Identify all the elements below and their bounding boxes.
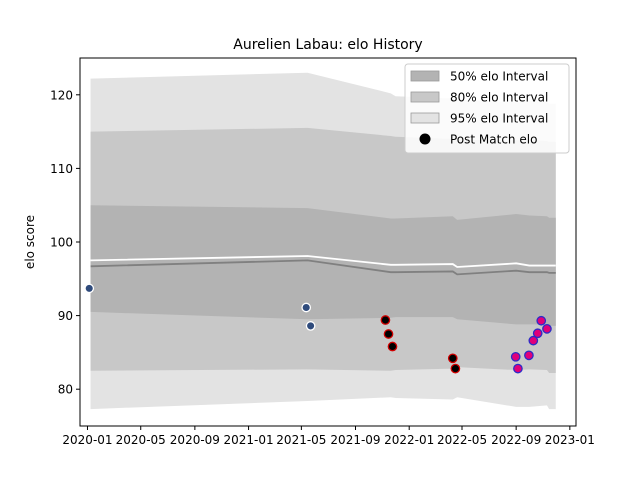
- y-axis-label: elo score: [23, 215, 37, 269]
- y-tick-label-1: 90: [58, 309, 73, 323]
- x-tick-label-1: 2020-05: [116, 433, 166, 447]
- chart-title: Aurelien Labau: elo History: [233, 37, 422, 53]
- post-match-point-0: [84, 283, 95, 294]
- y-axis-ticks: 80 90 100 110 120: [50, 88, 80, 397]
- legend-label-3: Post Match elo: [450, 133, 537, 147]
- x-tick-label-3: 2021-01: [223, 433, 273, 447]
- y-tick-label-0: 80: [58, 383, 73, 397]
- legend-label-2: 95% elo Interval: [450, 112, 548, 126]
- post-match-point-2: [305, 321, 316, 331]
- legend: 50% elo Interval 80% elo Interval 95% elo …: [404, 63, 570, 154]
- y-tick-label-4: 120: [50, 88, 73, 102]
- post-match-point-5: [387, 341, 398, 352]
- post-match-point-3: [380, 315, 391, 325]
- interval-bands: [90, 72, 556, 410]
- legend-label-0: 50% elo Interval: [450, 70, 548, 84]
- y-tick-label-2: 100: [50, 236, 73, 250]
- post-match-point-10: [524, 350, 534, 361]
- x-tick-label-9: 2023-01: [545, 433, 595, 447]
- post-match-point-7: [450, 363, 461, 374]
- legend-marker-3: [419, 133, 431, 145]
- x-tick-label-6: 2022-01: [384, 433, 434, 447]
- y-tick-label-3: 110: [50, 162, 73, 176]
- elo-line-0: [90, 259, 556, 276]
- post-match-point-13: [536, 315, 547, 326]
- x-tick-label-5: 2021-09: [330, 433, 380, 447]
- post-match-point-11: [528, 335, 539, 346]
- x-axis-ticks: 2020-01 2020-05 2020-09 2021-01 2021-05 2021-…: [62, 426, 595, 447]
- x-tick-label-2: 2020-09: [170, 433, 220, 447]
- post-match-point-14: [542, 323, 552, 334]
- band-50: [90, 205, 556, 326]
- x-tick-label-0: 2020-01: [62, 433, 112, 447]
- post-match-points: [84, 283, 552, 374]
- legend-label-1: 80% elo Interval: [450, 91, 548, 105]
- post-match-point-8: [510, 351, 521, 362]
- elo-lines: [90, 255, 556, 276]
- legend-swatch-1: [410, 91, 440, 103]
- x-tick-label-4: 2021-05: [276, 433, 326, 447]
- legend-swatch-0: [410, 70, 440, 82]
- post-match-point-1: [301, 302, 312, 313]
- post-match-point-6: [447, 353, 458, 364]
- post-match-point-4: [383, 329, 394, 339]
- legend-swatch-2: [410, 112, 440, 124]
- x-tick-label-7: 2022-05: [437, 433, 487, 447]
- elo-line-1: [90, 255, 556, 268]
- x-tick-label-8: 2022-09: [491, 433, 541, 447]
- legend-box: [404, 63, 570, 154]
- post-match-point-9: [513, 363, 523, 374]
- post-match-point-12: [532, 328, 543, 339]
